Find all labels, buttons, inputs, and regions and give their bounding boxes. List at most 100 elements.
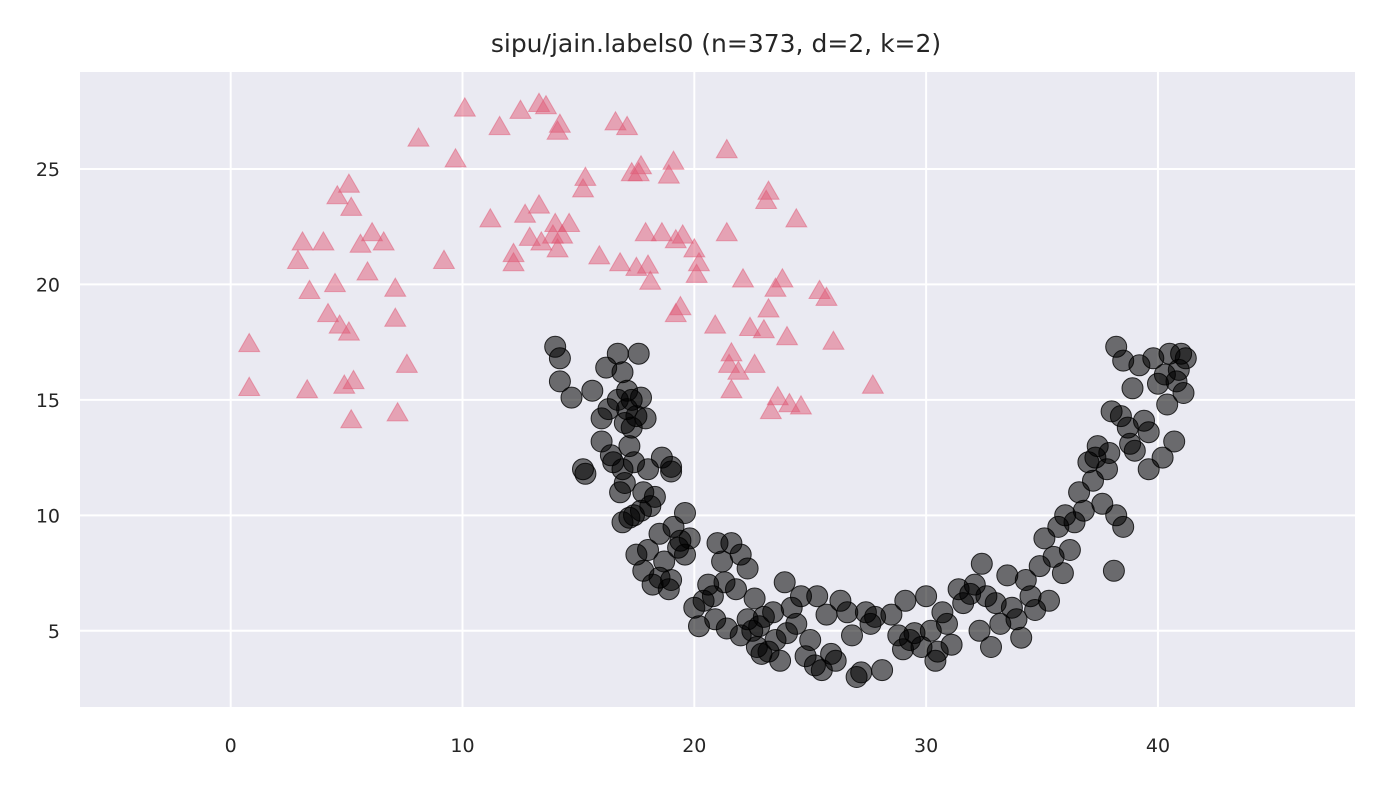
triangle-point (432, 249, 456, 269)
triangle-point (671, 223, 695, 244)
circle-point (643, 485, 666, 508)
circle-point (1112, 349, 1135, 372)
triangle-point (453, 96, 477, 117)
chart-title: sipu/jain.labels0 (n=373, d=2, k=2) (491, 29, 941, 58)
circle-point (850, 661, 873, 684)
triangle-point (757, 297, 780, 318)
points-layer (237, 92, 1197, 688)
circle-point (1058, 539, 1081, 561)
triangle-point (703, 313, 727, 334)
triangle-point (349, 233, 372, 253)
triangle-point (759, 399, 783, 420)
circle-point (824, 649, 847, 672)
circle-point (630, 499, 652, 522)
triangle-point (715, 138, 739, 159)
triangle-point (386, 401, 409, 422)
triangle-point (775, 325, 799, 346)
circle-point (785, 612, 808, 635)
triangle-point (323, 272, 347, 293)
triangle-point (298, 279, 321, 299)
triangle-point (766, 385, 790, 406)
circle-point (836, 601, 859, 624)
triangle-point (687, 251, 711, 272)
circle-point (1038, 589, 1060, 612)
triangle-point (861, 373, 885, 394)
triangle-point (502, 251, 525, 272)
circle-point (1163, 430, 1186, 453)
circle-point (1072, 499, 1095, 522)
triangle-point (757, 180, 780, 200)
x-tick-label: 20 (682, 735, 706, 757)
triangle-point (587, 244, 611, 265)
triangle-point (720, 378, 743, 399)
triangle-point (771, 267, 794, 288)
circle-point (936, 612, 958, 635)
triangle-point (685, 263, 708, 283)
circle-point (660, 455, 683, 478)
circle-point (880, 603, 903, 626)
circle-point (1102, 559, 1125, 582)
circle-point (940, 633, 963, 656)
triangle-point (720, 341, 743, 362)
circle-point (769, 649, 792, 672)
triangle-point (638, 270, 662, 290)
circle-point (773, 571, 796, 594)
triangle-point (337, 320, 361, 341)
triangle-point (237, 376, 261, 396)
circle-point (725, 578, 747, 601)
triangle-point (316, 302, 340, 323)
circle-point (1137, 421, 1160, 444)
triangle-point (815, 286, 838, 306)
triangle-point (683, 237, 706, 258)
triangle-point (557, 212, 581, 232)
triangle-point (356, 260, 379, 281)
triangle-point (291, 230, 314, 251)
circle-point (548, 347, 571, 370)
triangle-point (339, 196, 363, 216)
triangle-point (546, 237, 569, 258)
triangle-point (785, 207, 808, 228)
triangle-point (669, 295, 692, 316)
triangle-point (509, 99, 532, 119)
triangle-point (407, 126, 430, 147)
circle-point (743, 587, 766, 610)
x-tick-label: 40 (1146, 735, 1170, 757)
triangle-point (634, 221, 657, 242)
circle-point (634, 407, 657, 430)
circle-point (970, 552, 993, 575)
triangle-point (395, 353, 419, 373)
triangle-point (237, 332, 261, 353)
triangle-point (715, 221, 739, 242)
y-tick-label: 15 (36, 390, 60, 412)
circle-point (1165, 370, 1188, 393)
circle-point (871, 659, 894, 682)
circle-point (762, 601, 785, 624)
triangle-point (337, 173, 361, 193)
triangle-point (574, 166, 597, 186)
circle-point (736, 557, 759, 580)
circle-point (1121, 377, 1144, 400)
y-tick-label: 25 (36, 159, 60, 181)
y-tick-label: 20 (36, 274, 60, 296)
circle-point (1170, 342, 1193, 365)
triangle-point (326, 184, 349, 205)
circle-point (1010, 626, 1033, 649)
circle-point (560, 386, 583, 409)
triangle-point (342, 369, 365, 390)
circle-point (996, 564, 1019, 587)
circle-point (968, 619, 991, 642)
triangle-point (731, 267, 755, 288)
circle-point (915, 585, 938, 608)
x-tick-label: 10 (450, 735, 474, 757)
triangle-point (727, 360, 750, 380)
circle-point (1005, 608, 1028, 631)
circle-point (613, 472, 636, 494)
circle-point (980, 636, 1002, 658)
triangle-point (295, 378, 319, 399)
triangle-point (615, 115, 639, 136)
circle-point (1151, 446, 1174, 469)
triangle-point (629, 154, 653, 175)
circle-point (1084, 446, 1107, 469)
triangle-point (738, 316, 762, 336)
